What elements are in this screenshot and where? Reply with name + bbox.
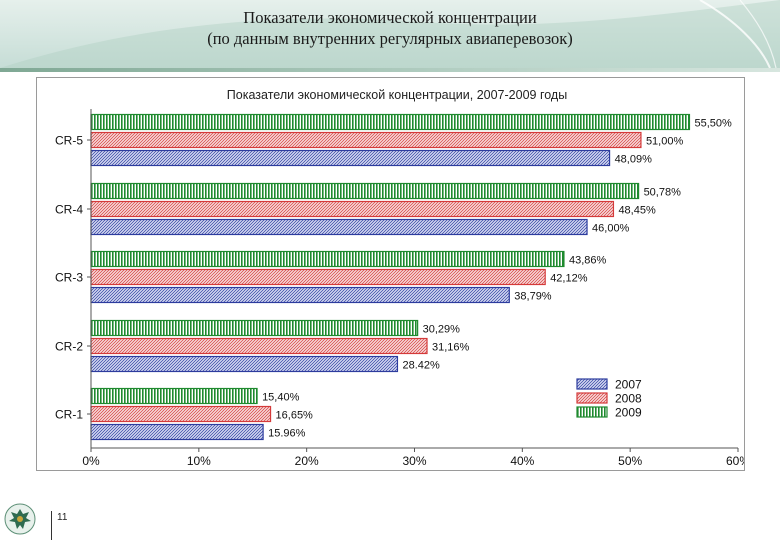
data-label-cr-5-2007: 48,09% (615, 154, 653, 166)
x-tick-label-5: 50% (618, 454, 642, 468)
x-tick-label-1: 10% (187, 454, 211, 468)
data-label-cr-2-2008: 31,16% (432, 342, 470, 354)
header-swoosh-decoration (0, 0, 780, 68)
bar-cr-4-2007 (90, 218, 588, 236)
data-label-cr-4-2007: 46,00% (592, 223, 630, 235)
bar-cr-5-2008 (90, 131, 642, 149)
y-tick-label-cr-4: CR-4 (55, 203, 83, 217)
bar-cr-4-2009 (90, 182, 640, 200)
x-tick-label-0: 0% (82, 454, 100, 468)
bar-cr-1-2007 (90, 423, 264, 441)
legend-swatch-2009 (576, 406, 608, 418)
data-label-cr-1-2007: 15.96% (268, 428, 306, 440)
bar-cr-2-2007 (90, 355, 399, 373)
legend-swatch-2007 (576, 378, 608, 390)
x-tick-label-4: 40% (510, 454, 534, 468)
data-label-cr-4-2008: 48,45% (618, 205, 656, 217)
bars-group: 55,50% 51,00% 48,09% 50,78% 48,45% 46,00% 43,8… (90, 113, 732, 441)
slide-title: Показатели экономической концентрации (п… (0, 7, 780, 49)
legend-label-2008: 2008 (615, 392, 642, 406)
y-tick-label-cr-2: CR-2 (55, 340, 83, 354)
data-label-cr-3-2007: 38,79% (514, 291, 552, 303)
slide-title-line2: (по данным внутренних регулярных авиапер… (207, 29, 573, 48)
data-label-cr-4-2009: 50,78% (644, 187, 682, 199)
chart-title: Показатели экономической концентрации, 2… (227, 88, 567, 102)
bar-cr-1-2009 (90, 387, 258, 405)
bar-cr-3-2009 (90, 250, 565, 268)
bar-cr-4-2008 (90, 200, 615, 218)
data-label-cr-1-2009: 15,40% (262, 392, 300, 404)
y-tick-label-cr-1: CR-1 (55, 408, 83, 422)
bar-cr-2-2008 (90, 337, 428, 355)
x-tick-label-6: 60% (726, 454, 744, 468)
data-label-cr-5-2009: 55,50% (694, 118, 732, 130)
legend-label-2007: 2007 (615, 378, 642, 392)
data-label-cr-5-2008: 51,00% (646, 136, 684, 148)
bar-cr-2-2009 (90, 319, 419, 337)
concentration-bar-chart: Показатели экономической концентрации, 2… (55, 88, 744, 468)
bar-cr-1-2008 (90, 405, 272, 423)
page-number-divider (51, 511, 52, 540)
data-label-cr-3-2009: 43,86% (569, 255, 607, 267)
header-divider (0, 68, 780, 72)
y-tick-label-cr-3: CR-3 (55, 271, 83, 285)
slide-header: Показатели экономической концентрации (п… (0, 0, 780, 68)
bar-cr-3-2007 (90, 286, 510, 304)
x-tick-label-3: 30% (402, 454, 426, 468)
data-label-cr-3-2008: 42,12% (550, 273, 588, 285)
legend-label-2009: 2009 (615, 406, 642, 420)
page-number: 11 (57, 512, 68, 523)
bar-cr-3-2008 (90, 268, 546, 286)
bar-cr-5-2009 (90, 113, 691, 131)
data-label-cr-2-2007: 28.42% (402, 360, 440, 372)
chart-frame: Показатели экономической концентрации, 2… (36, 77, 745, 471)
y-tick-label-cr-5: CR-5 (55, 134, 83, 148)
x-tick-label-2: 20% (295, 454, 319, 468)
data-label-cr-2-2009: 30,29% (423, 324, 461, 336)
legend-swatch-2008 (576, 392, 608, 404)
data-label-cr-1-2008: 16,65% (276, 410, 314, 422)
axes-group: CR-5 CR-4 CR-3 CR-2 CR-1 0% 10% 20% 30% 40% 50% 60% (55, 109, 744, 468)
eagle-emblem-icon (4, 503, 36, 535)
bar-cr-5-2007 (90, 149, 611, 167)
slide-title-line1: Показатели экономической концентрации (243, 8, 537, 27)
